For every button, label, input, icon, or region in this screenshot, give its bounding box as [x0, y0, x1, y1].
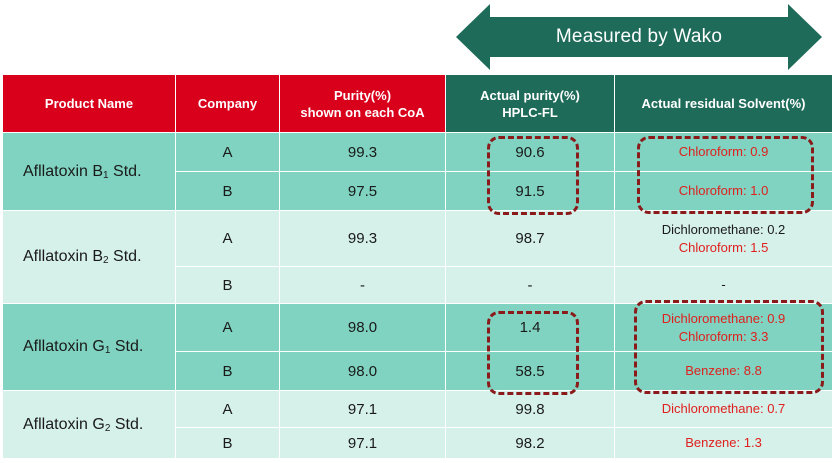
coa-purity-cell: 99.3	[279, 210, 446, 267]
actual-purity-cell: 90.6	[445, 132, 615, 172]
solvent-line: Chloroform: 3.3	[678, 328, 769, 344]
product-name-suffix: Std.	[110, 338, 144, 355]
actual-purity-cell: 1.4	[445, 303, 615, 352]
solvent-line: Dichloromethane: 0.9	[661, 310, 786, 326]
actual-purity-cell: 99.8	[445, 390, 615, 428]
header-residual-solvent: Actual residual Solvent(%)	[614, 74, 833, 133]
product-name-cell: Afllatoxin G2 Std.	[2, 390, 176, 459]
residual-solvent-cell: Benzene: 8.8	[614, 351, 833, 391]
product-name-subscript: 1	[104, 345, 111, 356]
header-row: Product Name Company Purity(%) shown on …	[2, 74, 833, 133]
solvent-line: Chloroform: 0.9	[678, 144, 769, 159]
solvent-line: Dichloromethane: 0.7	[661, 401, 786, 416]
header-product-name: Product Name	[2, 74, 176, 133]
product-name-suffix: Std.	[108, 162, 142, 180]
coa-purity-cell: 99.3	[279, 132, 446, 172]
product-name-cell: Afllatoxin B2 Std.	[2, 210, 176, 304]
double-arrow-icon	[456, 4, 822, 70]
actual-purity-cell: 91.5	[445, 171, 615, 211]
company-cell: B	[175, 427, 280, 459]
product-name-suffix: Std.	[110, 415, 144, 433]
header-coa-purity-line2: shown on each CoA	[300, 104, 425, 120]
company-cell: A	[175, 210, 280, 267]
header-actual-purity-line2: HPLC-FL	[502, 104, 558, 120]
actual-purity-cell: 98.2	[445, 427, 615, 459]
product-name-subscript: 1	[103, 169, 109, 181]
company-cell: B	[175, 171, 280, 211]
actual-purity-cell: -	[445, 266, 615, 304]
residual-solvent-cell: Chloroform: 0.9	[614, 132, 833, 172]
banner-label: Measured by Wako	[555, 26, 723, 47]
coa-purity-cell: 98.0	[279, 351, 446, 391]
solvent-line: Chloroform: 1.5	[678, 239, 769, 255]
product-name-subscript: 2	[103, 255, 109, 266]
product-name-subscript: 2	[104, 422, 111, 434]
residual-solvent-cell: Benzene: 1.3	[614, 427, 833, 459]
product-name-prefix: Afllatoxin B	[23, 162, 104, 180]
product-name-suffix: Std.	[108, 248, 142, 265]
product-name-cell: Afllatoxin G1 Std.	[2, 303, 176, 391]
solvent-line: -	[721, 277, 726, 292]
header-actual-purity-line1: Actual purity(%)	[480, 87, 580, 103]
company-cell: B	[175, 351, 280, 391]
residual-solvent-cell: Dichloromethane: 0.2 Chloroform: 1.5	[614, 210, 833, 267]
aflatoxin-comparison-table: Product Name Company Purity(%) shown on …	[2, 74, 833, 459]
coa-purity-cell: 97.1	[279, 427, 446, 459]
coa-purity-cell: 98.0	[279, 303, 446, 352]
actual-purity-cell: 98.7	[445, 210, 615, 267]
table-row: Afllatoxin G1 Std. A 98.0 1.4 Dichloromethan…	[2, 303, 833, 391]
company-cell: B	[175, 266, 280, 304]
solvent-line: Dichloromethane: 0.2	[661, 221, 786, 237]
coa-purity-cell: -	[279, 266, 446, 304]
coa-purity-cell: 97.5	[279, 171, 446, 211]
residual-solvent-cell: Dichloromethane: 0.9 Chloroform: 3.3	[614, 303, 833, 352]
header-coa-purity-line1: Purity(%)	[333, 87, 392, 103]
product-name-prefix: Afllatoxin B	[23, 248, 104, 265]
product-name-prefix: Afllatoxin G	[23, 415, 105, 433]
coa-purity-cell: 97.1	[279, 390, 446, 428]
header-actual-purity: Actual purity(%) HPLC-FL	[445, 74, 615, 133]
table-row: Afllatoxin B2 Std. A 99.3 98.7 Dichlorometha…	[2, 210, 833, 304]
measured-by-wako-banner: Measured by Wako	[456, 4, 822, 70]
company-cell: A	[175, 390, 280, 428]
residual-solvent-cell: Dichloromethane: 0.7	[614, 390, 833, 428]
table-row: Afllatoxin G2 Std. A 97.1 99.8 Dichlorometha…	[2, 390, 833, 459]
residual-solvent-cell: -	[614, 266, 833, 304]
solvent-line: Benzene: 1.3	[685, 435, 762, 450]
residual-solvent-cell: Chloroform: 1.0	[614, 171, 833, 211]
solvent-line: Chloroform: 1.0	[678, 183, 769, 198]
product-name-cell: Afllatoxin B1 Std.	[2, 132, 176, 211]
actual-purity-cell: 58.5	[445, 351, 615, 391]
company-cell: A	[175, 132, 280, 172]
header-coa-purity: Purity(%) shown on each CoA	[279, 74, 446, 133]
solvent-line: Benzene: 8.8	[685, 363, 762, 378]
product-name-prefix: Afllatoxin G	[23, 338, 105, 355]
table-row: Afllatoxin B1 Std. A 99.3 90.6 Chloroform: 0…	[2, 132, 833, 211]
header-company: Company	[175, 74, 280, 133]
company-cell: A	[175, 303, 280, 352]
